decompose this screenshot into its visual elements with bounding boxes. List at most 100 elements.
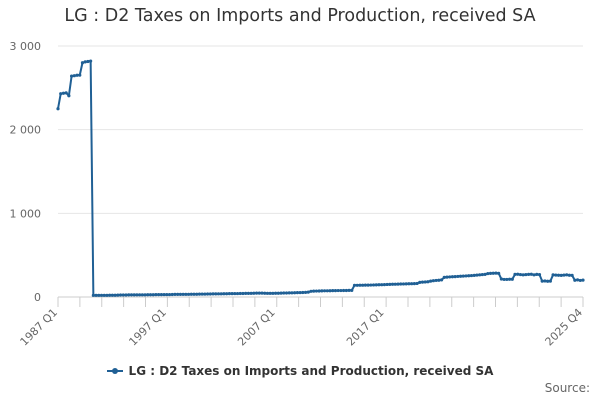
data-point[interactable] [135,293,139,297]
data-point[interactable] [265,291,270,295]
data-point[interactable] [59,92,63,96]
data-point[interactable] [186,292,191,296]
data-point[interactable] [556,273,561,277]
data-point[interactable] [189,292,193,296]
data-point[interactable] [399,282,403,286]
data-point[interactable] [480,272,484,277]
data-point[interactable] [260,291,264,295]
data-point[interactable] [184,292,188,296]
data-point[interactable] [369,283,373,287]
data-point[interactable] [138,293,142,297]
data-point[interactable] [537,272,542,277]
data-point[interactable] [573,278,577,282]
data-point[interactable] [358,283,362,287]
legend-item-label[interactable]: LG : D2 Taxes on Imports and Production,… [128,364,494,378]
data-point[interactable] [157,293,161,297]
data-point[interactable] [257,291,261,295]
data-point[interactable] [78,73,82,77]
data-point[interactable] [380,283,384,287]
data-point[interactable] [146,293,150,297]
data-point[interactable] [469,273,474,278]
data-point[interactable] [70,74,74,78]
data-point[interactable] [339,288,343,293]
data-point[interactable] [521,273,525,277]
data-point[interactable] [225,292,229,296]
data-point[interactable] [295,291,299,295]
data-point[interactable] [56,107,60,111]
data-point[interactable] [268,291,272,295]
data-point[interactable] [505,277,509,282]
data-point[interactable] [401,282,406,286]
data-point[interactable] [94,293,98,297]
data-point[interactable] [355,283,359,287]
data-point[interactable] [282,291,286,295]
data-point[interactable] [331,289,335,293]
data-point[interactable] [301,290,305,295]
data-point[interactable] [238,291,242,296]
data-point[interactable] [554,273,558,277]
data-point[interactable] [472,273,476,278]
data-point[interactable] [97,293,101,297]
data-point[interactable] [412,282,416,286]
data-point[interactable] [233,291,237,296]
data-point[interactable] [415,281,419,286]
data-point[interactable] [249,291,253,295]
data-point[interactable] [390,282,395,286]
data-point[interactable] [328,289,332,293]
data-point[interactable] [116,293,120,297]
data-point[interactable] [167,292,172,297]
data-point[interactable] [581,278,585,282]
data-point[interactable] [200,292,204,296]
data-point[interactable] [274,291,278,295]
data-point[interactable] [113,293,117,297]
data-point[interactable] [486,271,490,276]
data-point[interactable] [314,289,319,293]
data-point[interactable] [543,279,547,283]
data-point[interactable] [75,73,79,77]
data-point[interactable] [499,277,503,281]
data-point[interactable] [320,289,324,293]
data-point[interactable] [333,289,338,293]
data-point[interactable] [102,293,106,297]
data-point[interactable] [488,271,493,276]
data-point[interactable] [89,59,93,63]
data-point[interactable] [344,288,348,293]
data-point[interactable] [287,291,291,295]
data-point[interactable] [118,293,123,297]
data-point[interactable] [450,275,455,279]
data-point[interactable] [524,272,528,277]
data-point[interactable] [532,273,536,277]
data-point[interactable] [178,292,183,297]
data-point[interactable] [418,280,422,284]
data-point[interactable] [276,291,280,295]
data-point[interactable] [170,292,174,297]
data-point[interactable] [458,274,463,278]
data-point[interactable] [336,288,340,293]
data-point[interactable] [483,272,487,277]
data-point[interactable] [363,283,367,287]
data-point[interactable] [219,292,223,296]
data-point[interactable] [518,272,523,277]
data-point[interactable] [263,291,267,295]
data-point[interactable] [540,279,544,283]
data-point[interactable] [426,280,430,284]
data-point[interactable] [211,292,215,296]
data-point[interactable] [342,288,346,293]
data-point[interactable] [361,283,365,287]
data-point[interactable] [494,271,498,275]
data-point[interactable] [507,277,512,281]
data-point[interactable] [497,271,501,275]
data-point[interactable] [143,293,147,297]
data-point[interactable] [279,291,283,295]
data-point[interactable] [453,274,457,279]
data-point[interactable] [388,282,392,286]
data-point[interactable] [423,280,427,284]
data-point[interactable] [306,290,310,294]
data-point[interactable] [548,279,552,283]
data-point[interactable] [445,275,449,279]
data-point[interactable] [377,283,381,287]
data-point[interactable] [105,293,109,297]
data-point[interactable] [208,292,212,296]
data-point[interactable] [64,91,68,95]
data-point[interactable] [206,292,210,296]
